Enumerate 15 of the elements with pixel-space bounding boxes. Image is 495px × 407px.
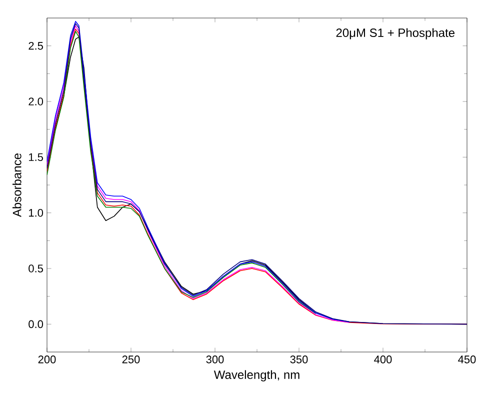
x-tick-label: 300 xyxy=(206,356,224,364)
y-tick-label: 1.5 xyxy=(29,153,43,162)
y-axis-title: Absorbance xyxy=(12,154,22,218)
x-axis-title: Wavelength, nm xyxy=(214,370,300,382)
y-tick-label: 2.0 xyxy=(28,98,44,106)
annotation: 20μM S1 + Phosphate xyxy=(336,28,455,40)
y-tick-label: 0.0 xyxy=(28,320,44,328)
x-tick-label: 450 xyxy=(458,356,476,364)
y-tick-label: 2.5 xyxy=(28,42,43,50)
y-tick-label: 1.0 xyxy=(29,208,44,217)
y-tick-label: 0.5 xyxy=(28,264,43,272)
x-tick-label: 350 xyxy=(290,356,308,364)
x-tick-label: 400 xyxy=(374,356,392,364)
x-tick-label: 250 xyxy=(122,356,140,364)
x-tick-label: 200 xyxy=(38,356,56,364)
